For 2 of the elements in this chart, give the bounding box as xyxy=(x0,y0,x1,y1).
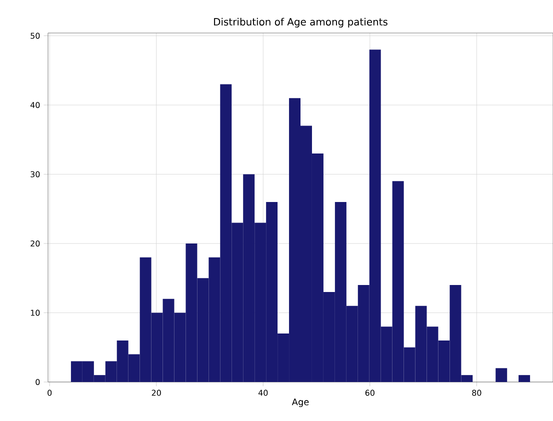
x-axis-title: Age xyxy=(292,398,309,408)
chart-title: Distribution of Age among patients xyxy=(214,18,388,28)
